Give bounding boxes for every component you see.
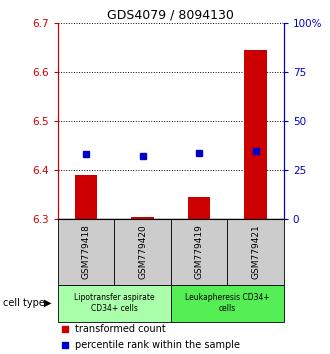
Bar [114, 219, 171, 285]
Bar [75, 175, 97, 219]
Text: GSM779419: GSM779419 [194, 224, 204, 279]
Bar [171, 285, 284, 322]
Bar [227, 219, 284, 285]
Text: GSM779420: GSM779420 [138, 224, 147, 279]
Bar [131, 217, 154, 219]
Bar [188, 197, 210, 219]
Text: GSM779421: GSM779421 [251, 224, 260, 279]
Bar [58, 219, 114, 285]
Text: Lipotransfer aspirate
CD34+ cells: Lipotransfer aspirate CD34+ cells [74, 293, 154, 313]
Bar [171, 219, 227, 285]
Text: percentile rank within the sample: percentile rank within the sample [75, 339, 240, 350]
Text: Leukapheresis CD34+
cells: Leukapheresis CD34+ cells [185, 293, 270, 313]
Text: transformed count: transformed count [75, 324, 165, 334]
Text: GSM779418: GSM779418 [82, 224, 90, 279]
Text: cell type: cell type [3, 298, 45, 308]
Text: ▶: ▶ [44, 298, 51, 308]
Bar [244, 50, 267, 219]
Title: GDS4079 / 8094130: GDS4079 / 8094130 [107, 9, 234, 22]
Bar [58, 285, 171, 322]
